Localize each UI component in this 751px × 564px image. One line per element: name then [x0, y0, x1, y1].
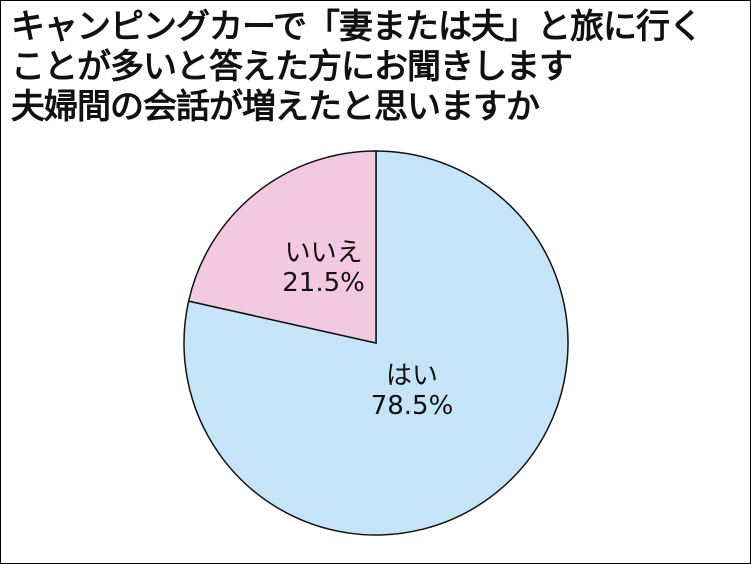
slice-label-1: いいえ [285, 238, 363, 268]
title-line-3: 夫婦間の会話が増えたと思いますか [11, 87, 540, 127]
slice-label-0: はい [386, 361, 438, 391]
slice-value-0: 78.5% [371, 391, 454, 421]
chart-title: キャンピングカーで「妻または夫」と旅に行く ことが多いと答えた方にお聞きします … [11, 7, 703, 127]
title-line-2: ことが多いと答えた方にお聞きします [11, 47, 573, 87]
title-line-1: キャンピングカーで「妻または夫」と旅に行く [11, 7, 703, 47]
slice-value-1: 21.5% [282, 268, 365, 298]
pie-slice-1 [187, 150, 377, 344]
